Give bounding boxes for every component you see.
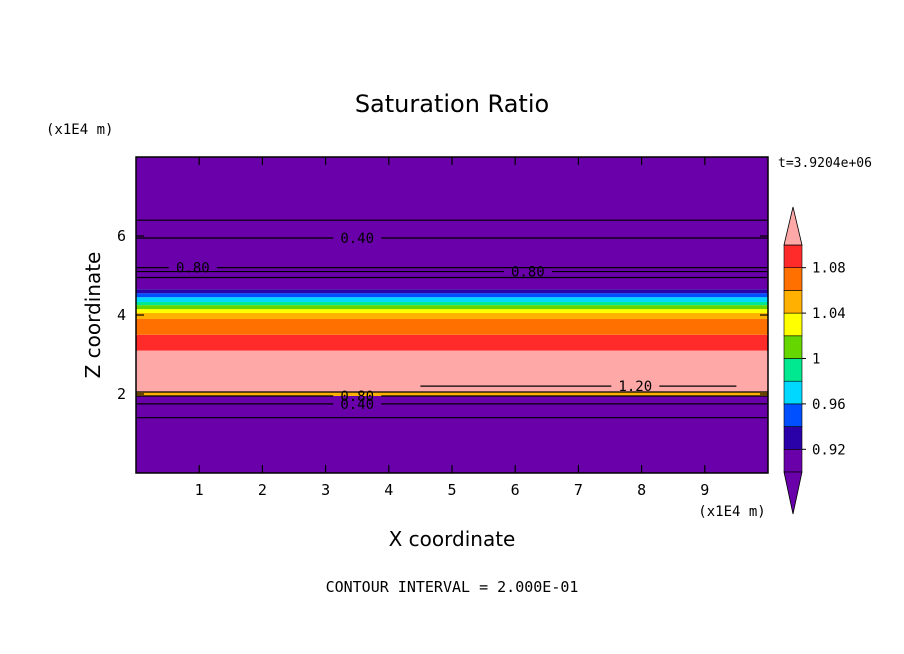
contour-label-3: 0.80: [511, 265, 545, 281]
colorbar-level-2: [783, 403, 803, 427]
x-tick-label-2: 2: [258, 481, 267, 499]
colorbar-over-arrow: [783, 206, 803, 246]
x-tick-label-4: 4: [384, 481, 393, 499]
contour-lines: 0.400.80 0.800.800.401.20: [136, 219, 768, 419]
band-2: [136, 350, 768, 393]
band-9: [136, 297, 768, 302]
chart-title: Saturation Ratio: [355, 90, 549, 118]
time-label: t=3.9204e+06: [778, 156, 872, 171]
colorbar-level-7: [783, 290, 803, 314]
band-3: [136, 334, 768, 351]
y-unit-label: (x1E4 m): [46, 122, 113, 138]
y-tick-label-6: 6: [117, 227, 126, 245]
colorbar-level-1: [783, 426, 803, 450]
colorbar-level-4: [783, 358, 803, 382]
contour-label-9: 1.20: [618, 379, 652, 395]
colorbar-level-9: [783, 244, 803, 269]
x-tick-label-6: 6: [511, 481, 520, 499]
x-tick-label-7: 7: [574, 481, 583, 499]
colorbar-tick-label-2: 1: [812, 352, 820, 368]
colorbar-tick-label-0: 1.08: [812, 261, 846, 277]
contour-label-7: 0.40: [340, 397, 374, 413]
contour-label-2: 0.80: [176, 261, 210, 277]
x-tick-label-3: 3: [321, 481, 330, 499]
band-6: [136, 309, 768, 314]
axes: 1 2 3 4 5 6 7 8 9 2 4 6: [117, 156, 769, 499]
x-axis-label: X coordinate: [389, 527, 516, 551]
y-tick-label-4: 4: [117, 306, 126, 324]
y-tick-label-2: 2: [117, 385, 126, 403]
band-8: [136, 301, 768, 306]
colorbar-tick-label-1: 1.04: [812, 306, 846, 322]
contour-interval-footer: CONTOUR INTERVAL = 2.000E-01: [326, 578, 579, 596]
band-1: [136, 392, 768, 396]
colorbar: 1.08 1.04 1 0.96 0.92: [783, 206, 846, 515]
colorbar-under-arrow: [783, 471, 803, 515]
contour-label-1: 0.40: [340, 231, 374, 247]
plot-area: [136, 157, 768, 473]
band-11: [136, 289, 768, 294]
x-tick-label-8: 8: [637, 481, 646, 499]
band-12: [136, 157, 768, 290]
colorbar-level-3: [783, 380, 803, 405]
x-tick-label-5: 5: [447, 481, 456, 499]
band-4: [136, 318, 768, 335]
colorbar-tick-label-3: 0.96: [812, 397, 846, 413]
band-10: [136, 293, 768, 298]
x-unit-label: (x1E4 m): [698, 504, 765, 520]
y-axis-label: Z coordinate: [81, 252, 105, 379]
colorbar-level-5: [783, 335, 803, 359]
colorbar-level-0: [783, 448, 803, 473]
band-7: [136, 305, 768, 310]
colorbar-level-8: [783, 267, 803, 291]
x-tick-label-1: 1: [195, 481, 204, 499]
x-tick-label-9: 9: [700, 481, 709, 499]
contour-label-6: 0.80: [340, 389, 374, 405]
colorbar-tick-label-4: 0.92: [812, 442, 846, 458]
band-0: [136, 395, 768, 473]
band-5: [136, 313, 768, 319]
colorbar-level-6: [783, 312, 803, 337]
